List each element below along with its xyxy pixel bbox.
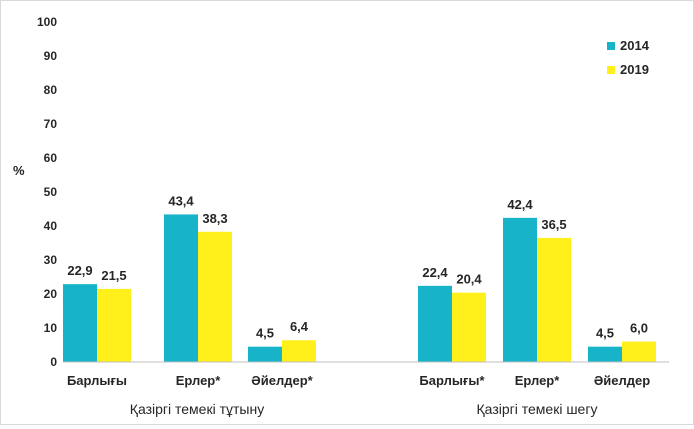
data-label: 21,5 xyxy=(101,268,126,283)
group-labels: Қазіргі темекі тұтыну Қазіргі темекі шегу xyxy=(130,401,598,417)
legend-swatch-2019 xyxy=(607,66,615,74)
bar-2014 xyxy=(588,346,622,362)
category-label: Ерлер* xyxy=(176,373,222,388)
data-label: 6,0 xyxy=(630,321,648,336)
legend: 2014 2019 xyxy=(607,38,650,77)
bar-2019 xyxy=(537,237,571,362)
legend-label: 2014 xyxy=(620,38,650,53)
bar-2014 xyxy=(63,284,97,362)
category-label: Барлығы xyxy=(67,373,127,388)
data-label: 6,4 xyxy=(290,319,309,334)
y-tick-label: 70 xyxy=(44,117,58,131)
category-label: Әйелдер xyxy=(594,373,650,388)
data-label: 42,4 xyxy=(507,197,533,212)
bars xyxy=(63,214,656,362)
y-tick-label: 0 xyxy=(50,355,57,369)
y-tick-label: 80 xyxy=(44,83,58,97)
data-label: 4,5 xyxy=(256,326,274,341)
y-tick-label: 10 xyxy=(44,321,58,335)
data-label: 22,4 xyxy=(422,265,448,280)
bar-2014 xyxy=(164,214,198,362)
group-label: Қазіргі темекі шегу xyxy=(477,401,598,417)
y-tick-label: 90 xyxy=(44,49,58,63)
y-axis-label: % xyxy=(13,163,25,178)
data-label: 38,3 xyxy=(202,211,227,226)
bar-2019 xyxy=(282,340,316,362)
bar-2019 xyxy=(97,288,131,362)
legend-swatch-2014 xyxy=(607,42,615,50)
data-label: 43,4 xyxy=(168,193,194,208)
bar-2014 xyxy=(418,285,452,362)
data-labels: 22,9 43,4 4,5 22,4 42,4 4,5 21,5 38,3 6,4 20,4 36,… xyxy=(67,193,648,340)
y-axis-ticks: 0 10 20 30 40 50 60 70 80 90 100 xyxy=(37,15,57,369)
legend-label: 2019 xyxy=(620,62,649,77)
y-tick-label: 100 xyxy=(37,15,57,29)
bar-2019 xyxy=(452,292,486,362)
category-label: Барлығы* xyxy=(419,373,485,388)
y-tick-label: 30 xyxy=(44,253,58,267)
data-label: 36,5 xyxy=(541,217,566,232)
y-tick-label: 50 xyxy=(44,185,58,199)
y-tick-label: 60 xyxy=(44,151,58,165)
bar-2019 xyxy=(622,341,656,362)
data-label: 22,9 xyxy=(67,263,92,278)
category-labels: Барлығы Ерлер* Әйелдер* Барлығы* Ерлер* Әйелд… xyxy=(67,373,650,388)
category-label: Ерлер* xyxy=(515,373,561,388)
y-tick-label: 20 xyxy=(44,287,58,301)
bar-2014 xyxy=(503,217,537,362)
y-tick-label: 40 xyxy=(44,219,58,233)
group-label: Қазіргі темекі тұтыну xyxy=(130,401,264,417)
category-label: Әйелдер* xyxy=(251,373,313,388)
bar-2014 xyxy=(248,346,282,362)
data-label: 20,4 xyxy=(456,272,482,287)
data-label: 4,5 xyxy=(596,326,614,341)
bar-2019 xyxy=(198,231,232,362)
